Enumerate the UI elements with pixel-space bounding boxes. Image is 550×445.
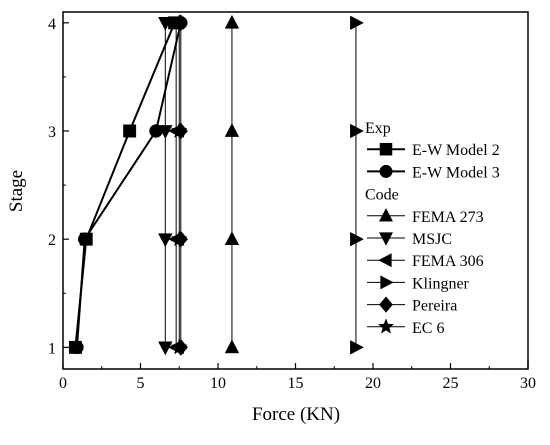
data-point-star <box>170 230 188 247</box>
legend: Exp E-W Model 2 E-W Model 3 Code FEMA 273 MSJ… <box>365 120 500 337</box>
legend-label: Pereira <box>412 298 457 315</box>
series-msjc <box>158 16 173 356</box>
legend-marker-circle <box>379 164 393 178</box>
x-tick-label: 5 <box>137 375 145 392</box>
data-point-triangle-up <box>224 14 240 29</box>
legend-label: E-W Model 3 <box>412 164 500 181</box>
data-point-star <box>170 338 188 355</box>
series-line <box>75 22 182 348</box>
x-tick-label: 0 <box>59 375 67 392</box>
legend-item: FEMA 306 <box>367 253 484 270</box>
legend-label: FEMA 306 <box>412 253 484 270</box>
data-point-circle <box>77 232 92 246</box>
legend-marker-diamond <box>379 296 393 313</box>
x-axis-label: Force (KN) <box>252 404 340 425</box>
legend-item: EC 6 <box>367 318 444 337</box>
legend-item: MSJC <box>367 231 452 248</box>
legend-marker-triangle-left <box>378 253 392 268</box>
legend-marker-square <box>379 142 393 156</box>
data-point-triangle-down <box>158 125 173 139</box>
series-klingner <box>350 15 364 355</box>
legend-marker-triangle-up <box>378 208 394 222</box>
data-point-star <box>170 14 188 30</box>
series-ec-6 <box>170 14 188 355</box>
y-tick-label: 4 <box>48 16 56 33</box>
legend-item: Klingner <box>367 275 470 292</box>
data-point-square <box>123 124 137 138</box>
y-tick-label: 2 <box>48 232 56 249</box>
plot-frame <box>62 11 529 370</box>
series-fema-273 <box>224 14 240 354</box>
data-point-triangle-right <box>350 340 364 355</box>
series-line <box>74 22 176 348</box>
series-group <box>68 14 364 356</box>
legend-marker-triangle-down <box>378 232 394 246</box>
legend-label: E-W Model 2 <box>412 142 500 159</box>
series-e-w-model-3 <box>70 16 188 355</box>
legend-header: Exp <box>365 120 391 137</box>
series-e-w-model-2 <box>68 16 182 354</box>
legend-marker-star <box>377 318 395 334</box>
legend-marker-triangle-right <box>380 275 394 290</box>
data-point-triangle-down <box>158 16 173 31</box>
x-tick-label: 15 <box>288 375 304 392</box>
legend-label: Klingner <box>412 275 470 292</box>
data-point-triangle-right <box>350 231 364 247</box>
x-tick-label: 20 <box>365 375 381 392</box>
data-point-triangle-up <box>224 123 240 137</box>
data-point-triangle-right <box>350 123 364 139</box>
legend-item: E-W Model 2 <box>367 142 500 159</box>
legend-item: FEMA 273 <box>367 208 484 226</box>
legend-header: Code <box>365 187 399 204</box>
data-point-triangle-down <box>158 341 173 356</box>
legend-item: Pereira <box>367 296 457 315</box>
y-axis-label: Stage <box>6 170 27 212</box>
data-point-triangle-right <box>350 15 364 31</box>
data-point-triangle-up <box>224 231 240 246</box>
x-tick-label: 30 <box>520 375 536 392</box>
axes-group: 0 5 10 15 20 25 30 1 2 3 4 <box>48 16 536 392</box>
legend-item: E-W Model 3 <box>367 164 500 181</box>
legend-label: FEMA 273 <box>412 209 484 226</box>
y-tick-label: 1 <box>48 340 56 357</box>
legend-label: MSJC <box>412 231 452 248</box>
legend-label: EC 6 <box>412 320 444 337</box>
data-point-star <box>170 122 188 139</box>
y-tick-label: 3 <box>48 124 56 141</box>
x-tick-label: 10 <box>210 375 226 392</box>
data-point-triangle-up <box>224 339 240 354</box>
x-tick-label: 25 <box>443 375 459 392</box>
data-point-triangle-down <box>158 233 173 248</box>
data-point-circle <box>70 340 84 355</box>
